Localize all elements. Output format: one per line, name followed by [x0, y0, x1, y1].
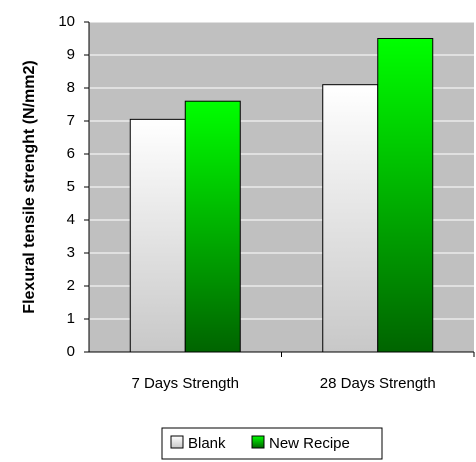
- x-tick-label: 28 Days Strength: [320, 375, 436, 392]
- x-tick-label: 7 Days Strength: [131, 375, 239, 392]
- legend-label-new-recipe: New Recipe: [269, 435, 350, 452]
- legend-swatch-blank: [170, 435, 184, 449]
- y-tick-label: 4: [67, 211, 75, 228]
- bar-new-recipe-7-days: [184, 100, 241, 353]
- bar-blank-7-days: [129, 118, 186, 353]
- y-tick-label: 6: [67, 145, 75, 162]
- y-tick-label: 1: [67, 310, 75, 327]
- legend-swatch-new-recipe: [251, 435, 265, 449]
- legend-label-blank: Blank: [188, 435, 226, 452]
- y-tick-label: 3: [67, 244, 75, 261]
- bars: [129, 38, 434, 353]
- bar-blank-28-days: [322, 84, 379, 353]
- x-axis-ticks: 7 Days Strength 28 Days Strength: [131, 352, 475, 392]
- y-tick-label: 0: [67, 343, 75, 360]
- bar-new-recipe-28-days: [377, 38, 434, 353]
- legend: Blank New Recipe: [161, 427, 383, 460]
- y-tick-label: 5: [67, 178, 75, 195]
- legend-frame: [161, 427, 383, 460]
- y-tick-label: 8: [67, 79, 75, 96]
- y-tick-label: 10: [58, 13, 75, 30]
- y-axis-label: Flexural tensile strenght (N/mm2): [21, 60, 38, 313]
- y-tick-label: 9: [67, 46, 75, 63]
- y-tick-label: 7: [67, 112, 75, 129]
- y-tick-label: 2: [67, 277, 75, 294]
- y-axis-ticks: 0 1 2 3 4 5 6 7 8 9 10: [58, 13, 89, 360]
